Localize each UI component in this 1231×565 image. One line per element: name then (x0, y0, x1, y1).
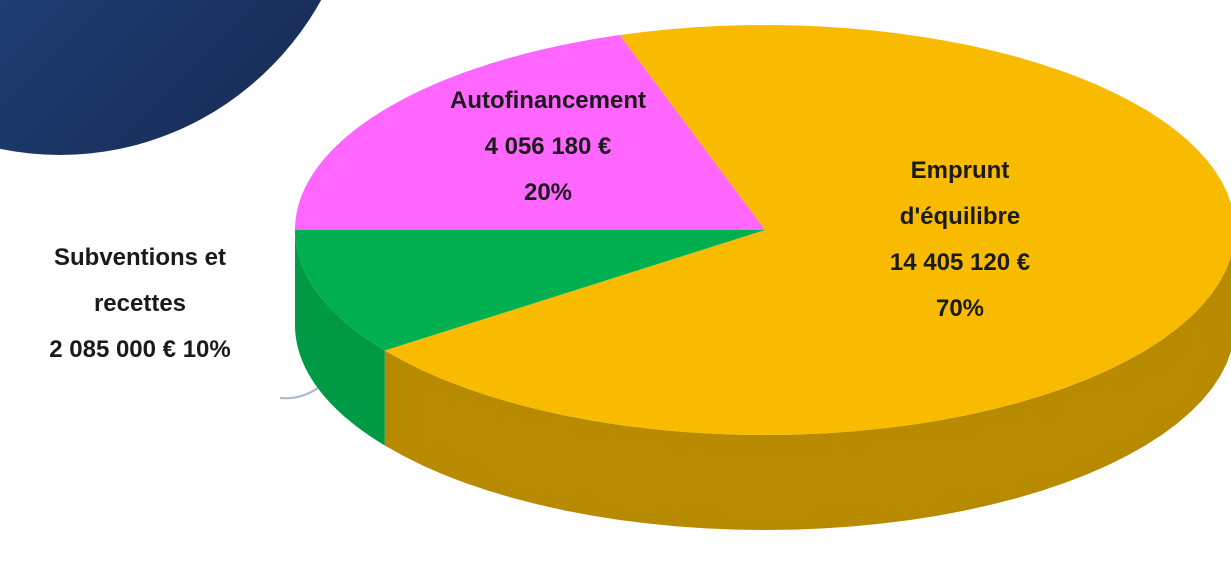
percent-label: 10% (182, 336, 231, 363)
category-label: Subventions et recettes (53, 244, 227, 317)
percent-label: 20% (523, 179, 573, 206)
decor-line (279, 387, 319, 400)
slice (384, 25, 1231, 435)
category-label: Emprunt d'équilibre (899, 157, 1021, 230)
slice (295, 35, 765, 230)
label-subventions: Subventions et recettes 2 085 000 € 10% (0, 235, 280, 373)
slice-side (384, 256, 1231, 530)
category-label: Autofinancement (449, 87, 646, 114)
slice (295, 230, 765, 351)
slice-side (295, 230, 385, 446)
value-label: 2 085 000 € (49, 336, 177, 363)
label-autofinancement: Autofinancement 4 056 180 € 20% (398, 78, 698, 216)
value-label: 14 405 120 € (889, 249, 1031, 276)
value-label: 4 056 180 € (484, 133, 612, 160)
pie (295, 25, 1231, 530)
decor-circle (0, 0, 322, 155)
label-emprunt: Emprunt d'équilibre 14 405 120 € 70% (850, 148, 1070, 332)
percent-label: 70% (935, 295, 985, 322)
